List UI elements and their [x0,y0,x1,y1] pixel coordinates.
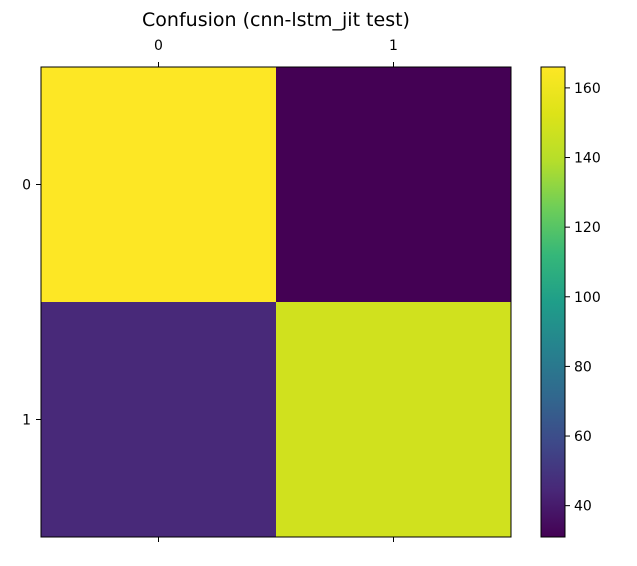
colorbar-tick-label: 160 [574,81,601,97]
colorbar-tick-label: 140 [574,151,601,167]
colorbar-frame [540,66,566,538]
heatmap-cell-1-1 [276,302,511,537]
colorbar-tick-label: 80 [574,359,592,375]
heatmap-cell-0-0 [41,67,276,302]
y-tick-label: 1 [22,413,31,429]
colorbar-tick-label: 120 [574,220,601,236]
colorbar-tick-label: 100 [574,290,601,306]
colorbar-tick-label: 40 [574,499,592,515]
y-axis-ticks: 01 [22,178,41,429]
plot-frame [40,66,512,538]
heatmap-cell-1-0 [41,302,276,537]
heatmap-cells [41,67,511,537]
heatmap-cell-0-1 [276,67,511,302]
y-tick-label: 0 [22,178,31,194]
colorbar-gradient [541,67,565,537]
chart-title: Confusion (cnn-lstm_jit test) [142,9,410,31]
x-tick-label: 0 [154,38,163,54]
colorbar-ticks: 40 60 80 100 120 140 160 [565,81,601,515]
x-tick-label: 1 [389,38,398,54]
colorbar-tick-label: 60 [574,429,592,445]
